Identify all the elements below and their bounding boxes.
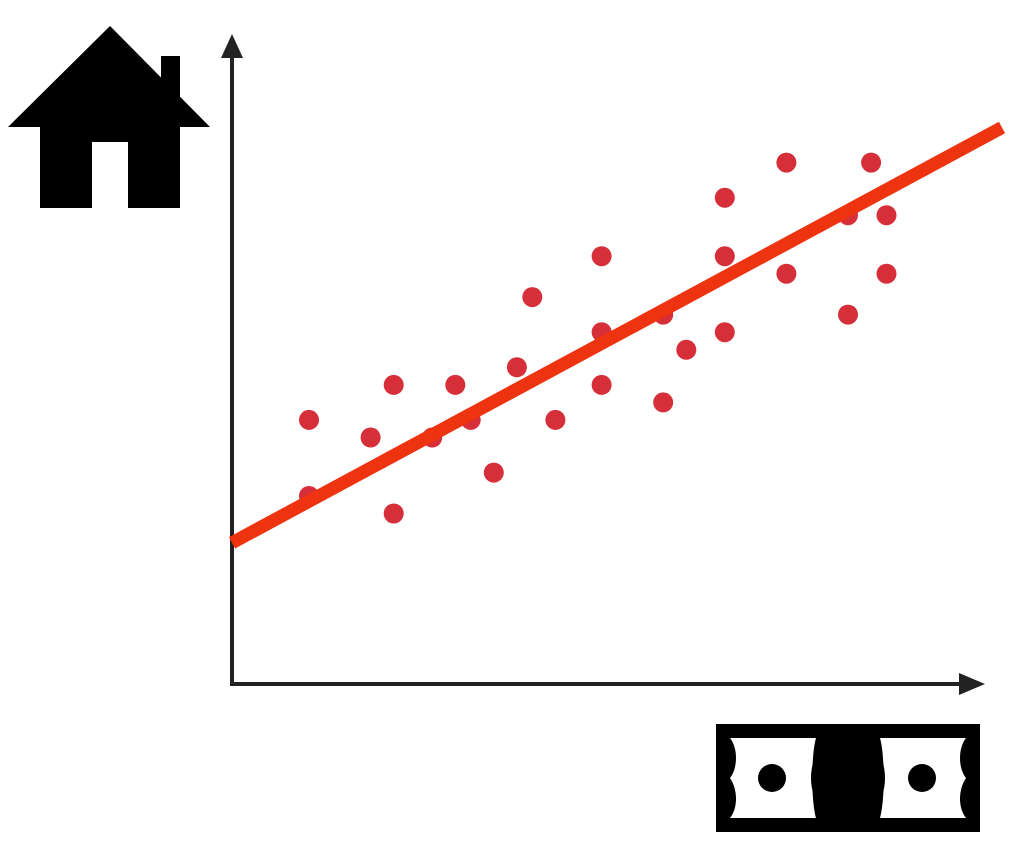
data-point-18 <box>676 339 697 360</box>
data-points <box>299 152 897 524</box>
data-point-28 <box>876 263 897 284</box>
data-point-15 <box>591 374 612 395</box>
data-point-20 <box>714 246 735 267</box>
data-point-11 <box>522 287 543 308</box>
data-point-13 <box>591 246 612 267</box>
data-point-7 <box>445 374 466 395</box>
house-icon <box>8 26 210 212</box>
data-point-25 <box>838 304 858 325</box>
data-point-9 <box>483 462 504 483</box>
x-axis-arrowhead <box>959 673 985 695</box>
data-point-17 <box>653 392 674 413</box>
data-point-3 <box>360 427 381 448</box>
data-point-22 <box>776 152 797 173</box>
trend-line <box>228 121 1006 549</box>
data-point-5 <box>383 503 404 524</box>
data-point-1 <box>299 409 319 430</box>
data-point-26 <box>861 152 882 173</box>
data-point-12 <box>545 409 566 430</box>
data-point-4 <box>383 374 404 395</box>
data-point-21 <box>714 322 735 343</box>
data-point-27 <box>876 205 897 226</box>
y-axis-arrowhead <box>221 34 243 58</box>
data-point-19 <box>714 187 735 208</box>
data-point-10 <box>506 357 527 378</box>
axes <box>221 34 985 695</box>
data-point-23 <box>776 263 797 284</box>
money-bill-icon <box>716 724 980 832</box>
